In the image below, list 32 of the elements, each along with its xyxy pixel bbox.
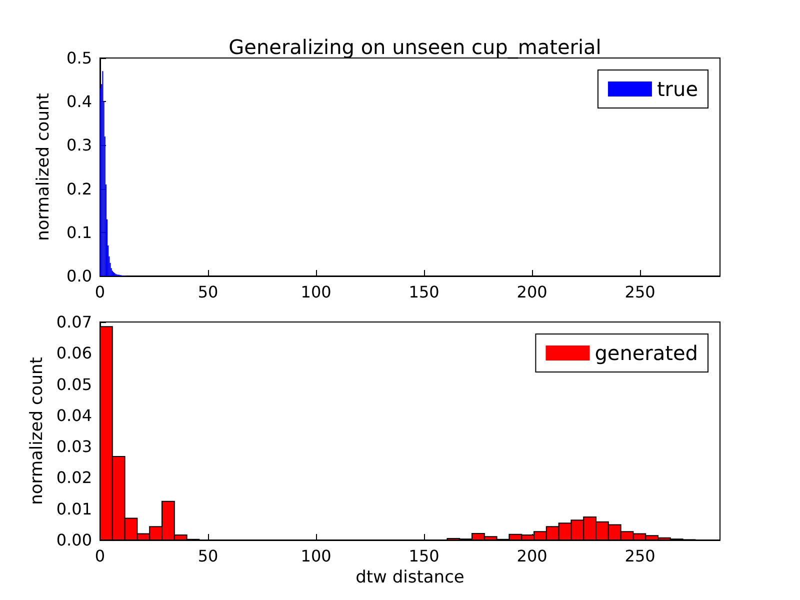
- y-tick-label: 0.3: [66, 136, 92, 155]
- x-tick-label: 250: [624, 282, 656, 302]
- y-tick-label: 0.01: [56, 499, 92, 518]
- x-tick-label: 100: [300, 282, 332, 302]
- y-tick-label: 0.5: [66, 48, 92, 68]
- x-tick-label: 100: [300, 546, 332, 566]
- x-tick-label: 0: [94, 282, 106, 302]
- y-tick-label: 0.05: [56, 374, 92, 394]
- y-tick-label: 0.0: [66, 266, 92, 286]
- x-axis-title: dtw distance: [356, 567, 464, 588]
- y-tick-label: 0.04: [56, 406, 92, 425]
- x-tick-label: 250: [624, 546, 656, 566]
- y-tick-label: 0.2: [66, 179, 92, 198]
- x-tick-label: 150: [408, 282, 440, 302]
- legend-label: true: [656, 77, 698, 101]
- y-tick-label: 0.00: [56, 530, 92, 550]
- x-tick-label: 0: [94, 546, 106, 566]
- x-tick-label: 50: [198, 546, 218, 566]
- x-tick-label: 200: [516, 546, 548, 566]
- y-axis-title: normalized count: [26, 356, 47, 505]
- y-tick-label: 0.1: [66, 222, 92, 242]
- y-tick-label: 0.02: [56, 468, 92, 488]
- y-tick-label: 0.03: [56, 437, 92, 456]
- y-tick-label: 0.4: [66, 92, 92, 112]
- chart-title: Generalizing on unseen cup_material: [228, 35, 602, 59]
- x-tick-label: 150: [408, 546, 440, 566]
- y-axis-title: normalized count: [34, 92, 54, 241]
- x-tick-label: 50: [198, 282, 218, 302]
- legend-label: generated: [594, 341, 698, 365]
- x-tick-label: 200: [516, 282, 548, 302]
- y-tick-label: 0.06: [56, 344, 92, 363]
- y-tick-label: 0.07: [56, 312, 92, 332]
